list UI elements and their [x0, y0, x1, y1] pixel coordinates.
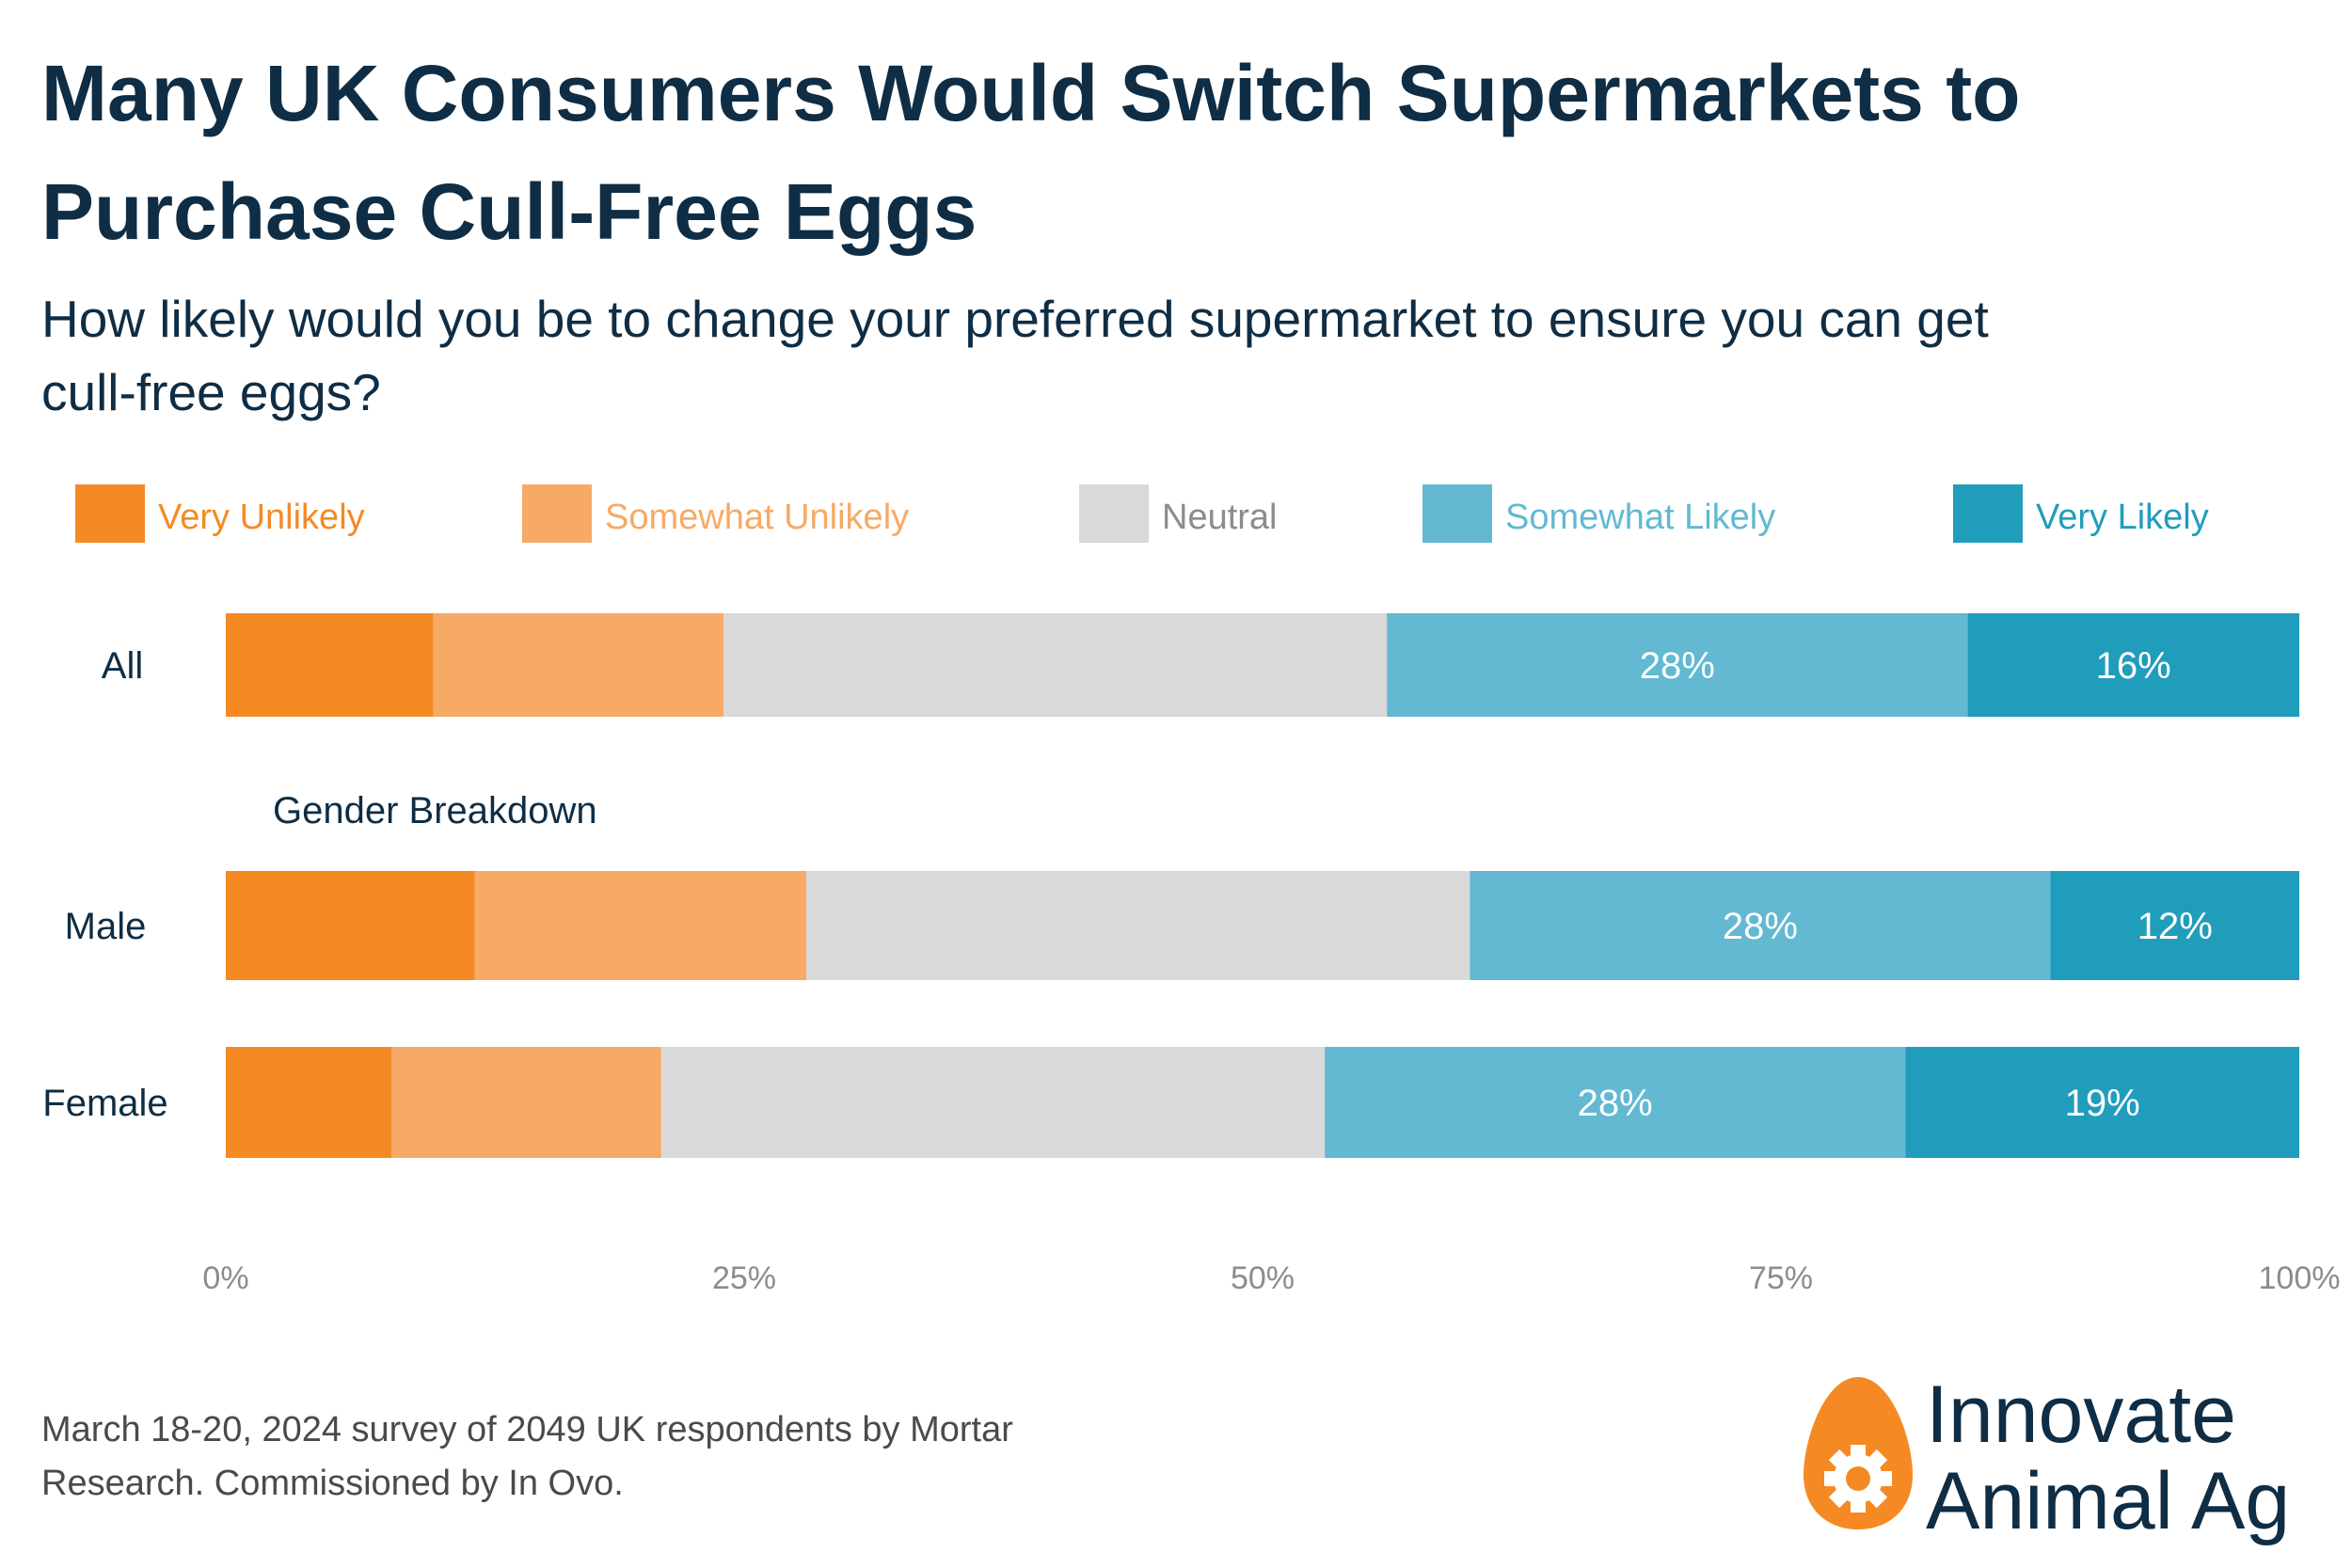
legend-label-very-likely: Very Likely [2036, 498, 2209, 537]
data-label-male-somewhat-likely: 28% [1723, 906, 1798, 947]
legend-label-somewhat-unlikely: Somewhat Unlikely [605, 498, 909, 537]
bar-female-somewhat-unlikely [391, 1047, 661, 1158]
bar-all-neutral [723, 613, 1388, 717]
data-label-female-somewhat-likely: 28% [1578, 1083, 1653, 1124]
egg-gear-icon [1804, 1377, 1913, 1529]
logo-line-2: Animal Ag [1926, 1456, 2291, 1546]
logo-wordmark: Innovate Animal Ag [1926, 1371, 2290, 1544]
logo-line-1: Innovate [1926, 1370, 2236, 1460]
source-footnote: March 18-20, 2024 survey of 2049 UK resp… [41, 1410, 1013, 1503]
chart-subtitle: How likely would you be to change your p… [41, 290, 1989, 421]
bar-male-neutral [806, 871, 1470, 980]
innovate-animal-ag-logo: Innovate Animal Ag [1792, 1364, 2338, 1552]
data-label-male-very-likely: 12% [2137, 906, 2213, 947]
category-label-all: All [102, 645, 143, 687]
stacked-bar-chart: Very Unlikely Somewhat Unlikely Neutral Som… [42, 484, 2341, 1296]
category-label-male: Male [65, 906, 147, 947]
bar-female-neutral [660, 1047, 1326, 1158]
chart-title: Many UK Consumers Would Switch Supermark… [41, 49, 2021, 256]
group-label: Gender Breakdown [273, 790, 597, 832]
legend-label-somewhat-likely: Somewhat Likely [1505, 498, 1775, 537]
bar-all-very-unlikely [226, 613, 434, 717]
legend-label-neutral: Neutral [1162, 498, 1278, 537]
bar-female-very-unlikely [226, 1047, 392, 1158]
bar-male-very-likely [2050, 871, 2299, 980]
bar-female-very-likely [1905, 1047, 2299, 1158]
category-label-female: Female [42, 1083, 167, 1124]
legend-swatch-very-likely [1953, 484, 2023, 543]
data-label-all-very-likely: 16% [2096, 645, 2171, 687]
bar-male-somewhat-unlikely [474, 871, 807, 980]
x-tick-label: 50% [1231, 1260, 1295, 1296]
legend-swatch-somewhat-unlikely [522, 484, 592, 543]
x-tick-label: 75% [1749, 1260, 1813, 1296]
data-label-all-somewhat-likely: 28% [1640, 645, 1715, 687]
legend-swatch-neutral [1079, 484, 1149, 543]
legend-swatch-somewhat-likely [1422, 484, 1492, 543]
legend-swatch-very-unlikely [75, 484, 145, 543]
data-label-female-very-likely: 19% [2065, 1083, 2140, 1124]
legend-label-very-unlikely: Very Unlikely [158, 498, 365, 537]
x-tick-label: 25% [712, 1260, 776, 1296]
bar-female-somewhat-likely [1325, 1047, 1906, 1158]
bar-all-very-likely [1967, 613, 2299, 717]
x-tick-label: 100% [2259, 1260, 2341, 1296]
bar-all-somewhat-likely [1387, 613, 1968, 717]
bar-male-somewhat-likely [1470, 871, 2051, 980]
bar-all-somewhat-unlikely [433, 613, 723, 717]
bar-male-very-unlikely [226, 871, 475, 980]
x-tick-label: 0% [202, 1260, 248, 1296]
